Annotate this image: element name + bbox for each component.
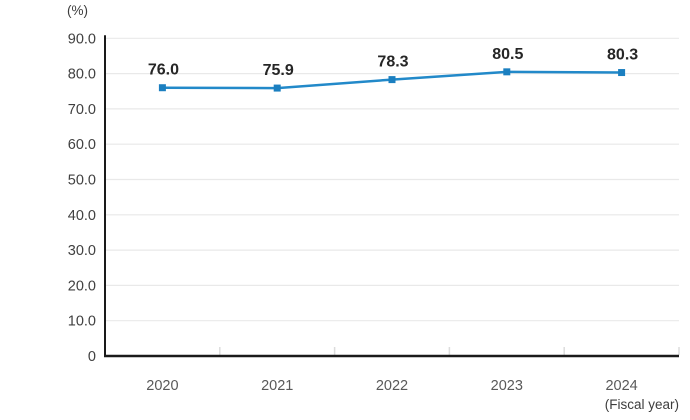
y-axis-tick-label: 40.0 (68, 208, 96, 224)
data-point-marker (618, 69, 626, 77)
y-axis-tick-label: 80.0 (68, 67, 96, 83)
y-axis-tick-label: 20.0 (68, 278, 96, 294)
data-point-marker (503, 68, 511, 76)
x-axis-tick-label: 2021 (261, 378, 293, 394)
x-axis-tick-label: 2024 (605, 378, 637, 394)
data-point-marker (273, 84, 281, 92)
x-axis-tick-label: 2022 (376, 378, 408, 394)
data-label: 76.0 (148, 62, 179, 79)
x-axis-unit-label: (Fiscal year) (604, 397, 679, 412)
y-axis-tick-label: 90.0 (68, 31, 96, 47)
data-point-marker (388, 76, 396, 84)
y-axis-tick-label: 60.0 (68, 137, 96, 153)
data-label: 80.5 (492, 46, 523, 63)
data-label: 80.3 (607, 47, 638, 64)
data-point-marker (158, 84, 166, 92)
x-axis-tick-label: 2023 (491, 378, 523, 394)
y-axis-tick-label: 10.0 (68, 314, 96, 330)
x-axis-tick-label: 2020 (146, 378, 178, 394)
y-axis-unit-label: (%) (67, 3, 88, 18)
data-label: 75.9 (263, 62, 294, 79)
y-axis-tick-label: 0 (88, 349, 96, 365)
y-axis-tick-label: 70.0 (68, 102, 96, 118)
data-label: 78.3 (377, 54, 408, 71)
y-axis-tick-label: 30.0 (68, 243, 96, 259)
y-axis-tick-label: 50.0 (68, 173, 96, 189)
